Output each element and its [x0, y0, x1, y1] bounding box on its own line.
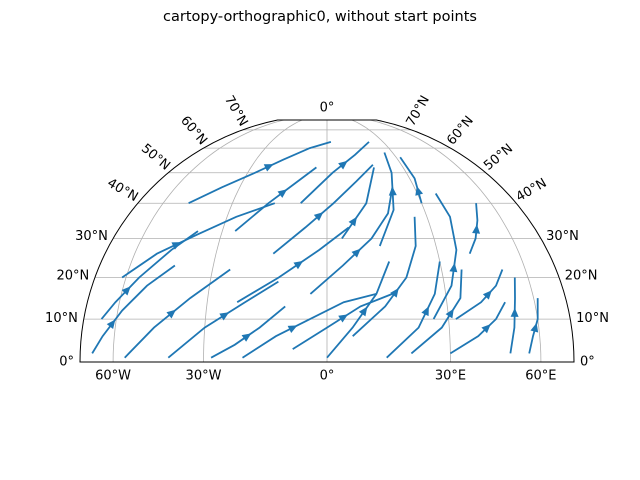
arrow	[348, 216, 357, 227]
arrow	[338, 160, 348, 170]
y-tick-label: 50°N	[481, 141, 516, 174]
arrow	[390, 287, 399, 298]
streamline	[378, 152, 395, 247]
y-tick-label: 30°N	[546, 229, 579, 244]
arrow	[338, 314, 348, 323]
streamline	[326, 261, 391, 359]
arrow	[166, 309, 176, 319]
y-tick-label: 10°N	[45, 311, 78, 326]
arrow	[449, 262, 458, 273]
arrow	[106, 319, 116, 330]
y-tick-label: 0°	[580, 355, 595, 370]
streamline	[242, 293, 377, 359]
streamline	[91, 264, 176, 354]
arrow	[241, 333, 252, 342]
arrow	[351, 248, 361, 258]
arrow	[510, 307, 519, 317]
arrow	[263, 164, 274, 172]
y-tick-label: 40°N	[105, 176, 141, 205]
grid-line	[326, 120, 542, 362]
streamline	[100, 230, 199, 320]
arrow	[472, 224, 481, 234]
arrow	[219, 312, 230, 321]
arrow	[388, 186, 397, 196]
arrow	[530, 322, 539, 333]
y-tick-label: 50°N	[138, 141, 173, 174]
streamline	[399, 156, 423, 204]
arrow	[481, 324, 491, 334]
y-tick-label: 10°N	[576, 311, 609, 326]
y-tick-label: 60°N	[177, 113, 210, 148]
top-tick-label: 0°	[320, 101, 335, 116]
streamline	[309, 187, 394, 295]
y-tick-label: 70°N	[404, 93, 433, 129]
arrow	[121, 286, 131, 296]
streamline	[272, 164, 374, 255]
arrow	[171, 242, 182, 250]
arrow	[313, 212, 324, 221]
streamline	[455, 269, 504, 320]
x-tick-label: 60°E	[525, 369, 556, 384]
grid-line	[326, 120, 451, 362]
arrow	[277, 189, 288, 198]
y-tick-label: 30°N	[75, 229, 108, 244]
x-tick-label: 30°W	[186, 369, 222, 384]
streamlines	[91, 141, 539, 359]
streamline	[124, 268, 231, 359]
arrow	[445, 308, 454, 319]
streamline	[449, 301, 506, 355]
arrow	[293, 260, 304, 270]
streamline	[386, 261, 441, 359]
arrow	[287, 325, 298, 334]
streamline	[432, 193, 458, 320]
streamline	[352, 216, 417, 337]
grid-line	[203, 120, 328, 362]
streamline	[121, 202, 276, 279]
streamline	[341, 167, 375, 240]
arrow	[421, 306, 429, 317]
x-tick-label: 30°E	[435, 369, 466, 384]
arrow	[415, 186, 424, 196]
arrow	[482, 290, 492, 300]
x-tick-label: 60°W	[95, 369, 131, 384]
y-tick-label: 20°N	[56, 269, 89, 284]
y-tick-label: 0°	[59, 355, 74, 370]
map-boundary	[79, 119, 575, 363]
arrow	[358, 306, 368, 317]
y-tick-label: 70°N	[221, 93, 250, 129]
y-tick-label: 60°N	[444, 113, 477, 148]
y-tick-label: 20°N	[565, 269, 598, 284]
y-tick-label: 40°N	[514, 176, 550, 205]
x-tick-label: 0°	[320, 369, 335, 384]
chart-title: cartopy-orthographic0, without start poi…	[163, 9, 477, 25]
